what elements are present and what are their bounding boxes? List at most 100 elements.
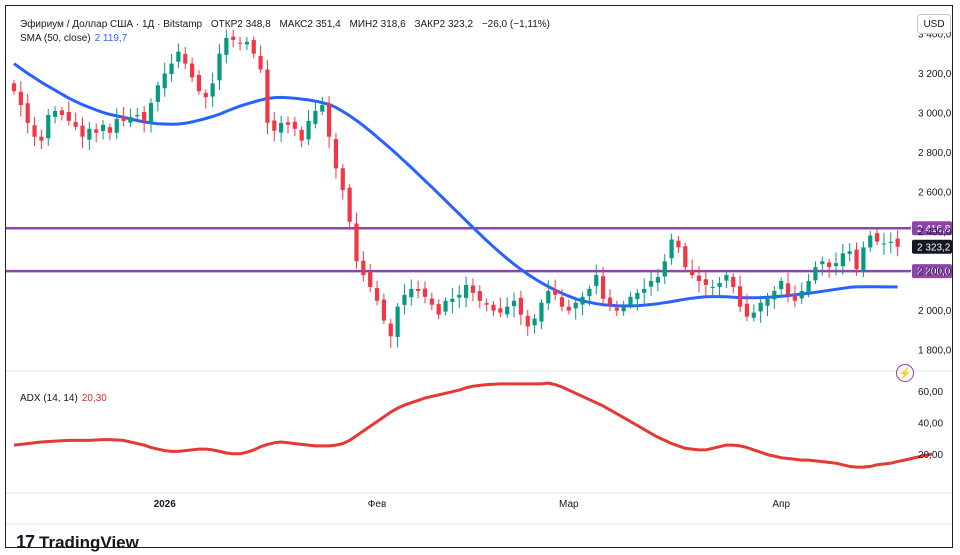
- candle-body: [80, 125, 85, 137]
- candle-body: [847, 251, 852, 254]
- candle-body: [498, 308, 503, 313]
- candle-body: [833, 263, 839, 266]
- adx-tick-label: 20,00: [918, 450, 943, 461]
- candle-body: [25, 103, 30, 123]
- candle-body: [368, 272, 373, 287]
- candle-body: [251, 40, 256, 54]
- ohlc-legend: Эфириум / Доллар США · 1Д · Bitstamp ОТК…: [20, 19, 550, 30]
- candle-body: [875, 233, 880, 242]
- change-value: −26,0 (−1,11%): [481, 19, 551, 30]
- candle-body: [505, 306, 510, 315]
- candle-body: [840, 253, 845, 267]
- candle-body: [464, 284, 469, 298]
- high-label: МАКС: [279, 19, 308, 30]
- low-label: МИН: [349, 19, 373, 30]
- candle-body: [696, 275, 702, 281]
- candle-body: [621, 306, 626, 312]
- candle-body: [155, 85, 160, 102]
- candle-body: [690, 270, 695, 276]
- candle-body: [217, 53, 222, 81]
- candle-body: [491, 304, 496, 311]
- price-tick-label: 2 400,0: [918, 227, 952, 238]
- adx-tick-label: 60,00: [918, 387, 943, 398]
- candle-body: [265, 69, 270, 123]
- candle-body: [703, 279, 708, 285]
- adx-label: ADX (14, 14): [20, 393, 78, 404]
- price-tick-label: 2 000,0: [918, 306, 952, 317]
- candle-body: [333, 139, 339, 169]
- candle-body: [128, 116, 133, 123]
- lightning-icon[interactable]: ⚡: [896, 364, 914, 382]
- candle-body: [422, 288, 428, 297]
- candle-body: [203, 93, 208, 98]
- candle-body: [511, 300, 517, 307]
- candle-body: [676, 240, 681, 248]
- candle-body: [176, 51, 181, 62]
- adx-legend[interactable]: ADX (14, 14) 20,30: [20, 393, 107, 404]
- symbol-title: Эфириум / Доллар США · 1Д · Bitstamp: [20, 19, 203, 30]
- candle-body: [244, 41, 249, 45]
- sma-label: SMA (50, close): [20, 33, 91, 44]
- candle-body: [738, 286, 743, 307]
- candle-body: [39, 136, 44, 141]
- candle-body: [628, 296, 633, 305]
- candle-body: [53, 111, 58, 117]
- candle-body: [785, 283, 791, 295]
- candle-body: [443, 300, 448, 312]
- candle-body: [792, 294, 797, 301]
- candle-body: [374, 288, 380, 301]
- candle-body: [827, 262, 832, 268]
- candle-body: [806, 281, 811, 293]
- brand-name: TradingView: [39, 532, 139, 552]
- candle-body: [46, 114, 51, 139]
- candle-body: [162, 73, 167, 89]
- candle-body: [799, 290, 804, 299]
- price-chart[interactable]: 2 416,82 200,0 1 800,02 000,02 200,02 40…: [6, 6, 952, 547]
- candle-body: [635, 292, 640, 300]
- tradingview-mark-icon: 17: [16, 532, 35, 552]
- currency-button[interactable]: USD: [917, 14, 951, 34]
- price-tick-label: 2 200,0: [918, 267, 952, 278]
- candle-body: [779, 281, 784, 290]
- candle-body: [751, 312, 756, 318]
- candle-body: [258, 56, 263, 70]
- candle-body: [279, 122, 284, 133]
- candle-body: [731, 276, 736, 287]
- candle-body: [772, 290, 777, 300]
- close-label: ЗАКР: [414, 19, 440, 30]
- level-label-bg: [912, 264, 952, 279]
- candle-body: [285, 122, 291, 125]
- open-value: 2 348,8: [237, 19, 271, 30]
- candle-body: [470, 285, 476, 293]
- candle-body: [601, 276, 606, 299]
- candle-body: [655, 277, 660, 283]
- price-tick-label: 3 000,0: [918, 108, 952, 119]
- price-tick-label: 2 800,0: [918, 148, 952, 159]
- candle-body: [525, 315, 530, 327]
- candle-body: [196, 75, 202, 92]
- candle-body: [477, 291, 482, 301]
- candle-body: [566, 306, 571, 311]
- candle-body: [758, 302, 763, 312]
- candle-body: [100, 124, 106, 131]
- price-tick-label: 1 800,0: [918, 346, 952, 357]
- candle-body: [539, 302, 544, 322]
- level-label: 2 416,8: [917, 224, 951, 235]
- candle-body: [648, 281, 654, 287]
- candle-body: [210, 83, 215, 97]
- candle-body: [416, 288, 421, 291]
- candle-body: [580, 296, 585, 305]
- adx-tick-label: 40,00: [918, 419, 943, 430]
- time-tick-label: 2026: [154, 499, 177, 510]
- candle-body: [114, 118, 119, 133]
- last-price-bg: [912, 239, 952, 254]
- sma-value: 2 119,7: [94, 33, 128, 44]
- candle-body: [813, 267, 818, 281]
- candle-body: [66, 111, 71, 121]
- adx-line: [13, 381, 933, 469]
- candle-body: [59, 110, 65, 115]
- sma-legend[interactable]: SMA (50, close) 2 119,7: [20, 33, 127, 44]
- candle-body: [320, 105, 325, 112]
- candle-body: [231, 36, 236, 40]
- candle-body: [607, 297, 613, 305]
